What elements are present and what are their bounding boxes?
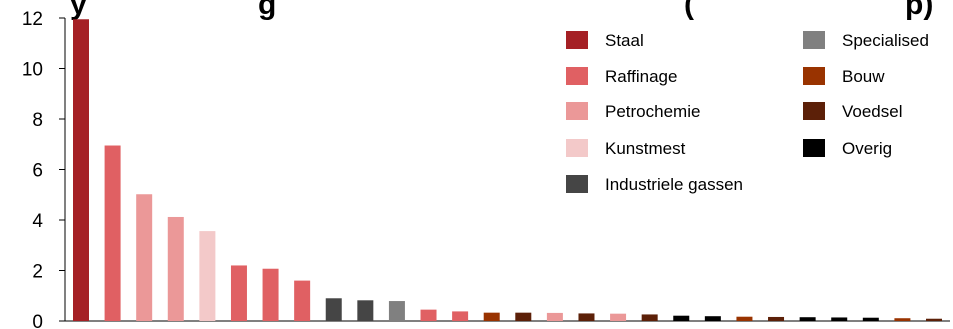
bar-industriele-gassen: [357, 300, 374, 321]
y-tick-label: 6: [32, 161, 43, 182]
y-tick-label: 10: [22, 60, 43, 81]
bar-voedsel: [641, 314, 658, 321]
bar-voedsel: [578, 313, 595, 321]
bar-voedsel: [926, 318, 942, 321]
legend-swatch: [566, 67, 588, 85]
bar-petrochemie: [136, 194, 153, 321]
bar-raffinage: [294, 280, 311, 321]
bar-kunstmest: [199, 231, 216, 321]
legend-item: Specialised: [803, 31, 929, 50]
bar-raffinage: [452, 311, 469, 321]
title-fragment: g: [258, 0, 276, 21]
bar-petrochemie: [167, 216, 184, 321]
bar-industriele-gassen: [325, 298, 342, 321]
legend: Staal Raffinage Petrochemie Kunstmest Indust…: [566, 31, 929, 194]
bar-petrochemie: [546, 312, 563, 321]
chart-title: y g ( p): [70, 0, 933, 21]
y-tick-label: 0: [32, 312, 43, 329]
legend-label: Raffinage: [605, 67, 677, 86]
y-tick-label: 8: [32, 110, 43, 131]
legend-label: Overig: [842, 139, 892, 158]
bar-raffinage: [230, 265, 247, 321]
legend-label: Petrochemie: [605, 102, 700, 121]
bars: [73, 19, 942, 321]
legend-item: Bouw: [803, 67, 885, 86]
legend-swatch: [803, 67, 825, 85]
legend-item: Staal: [566, 31, 644, 50]
legend-label: Staal: [605, 31, 644, 50]
bar-overig: [831, 317, 848, 321]
legend-swatch: [566, 102, 588, 120]
legend-swatch: [566, 139, 588, 157]
bar-bouw: [736, 316, 753, 321]
bar-voedsel: [768, 316, 785, 321]
legend-swatch: [566, 31, 588, 49]
legend-swatch: [803, 31, 825, 49]
title-fragment: p): [905, 0, 933, 21]
bar-overig: [673, 315, 690, 321]
bar-overig: [799, 317, 816, 321]
legend-swatch: [566, 175, 588, 193]
legend-item: Kunstmest: [566, 139, 686, 158]
legend-item: Industriele gassen: [566, 175, 743, 194]
y-tick-label: 12: [22, 9, 43, 30]
bar-bouw: [483, 312, 500, 321]
legend-item: Voedsel: [803, 102, 903, 121]
legend-swatch: [803, 102, 825, 120]
legend-item: Overig: [803, 139, 892, 158]
bar-raffinage: [420, 309, 437, 321]
bar-raffinage: [104, 145, 121, 321]
y-tick-label: 2: [32, 262, 43, 283]
legend-item: Petrochemie: [566, 102, 700, 121]
bar-overig: [862, 317, 879, 321]
legend-item: Raffinage: [566, 67, 677, 86]
title-fragment: (: [684, 0, 694, 21]
legend-label: Kunstmest: [605, 139, 686, 158]
bar-overig: [704, 316, 721, 321]
legend-label: Specialised: [842, 31, 929, 50]
bar-bouw: [894, 318, 911, 321]
legend-label: Industriele gassen: [605, 175, 743, 194]
bar-petrochemie: [610, 313, 627, 321]
bar-staal: [73, 19, 89, 321]
y-axis: 0 2 4 6 8 10 12: [22, 9, 950, 329]
legend-swatch: [803, 139, 825, 157]
bar-specialised: [388, 301, 405, 321]
y-tick-label: 4: [32, 211, 43, 232]
bar-raffinage: [262, 268, 279, 321]
legend-label: Bouw: [842, 67, 885, 86]
bar-voedsel: [515, 312, 532, 321]
title-fragment: y: [70, 0, 87, 21]
legend-label: Voedsel: [842, 102, 903, 121]
